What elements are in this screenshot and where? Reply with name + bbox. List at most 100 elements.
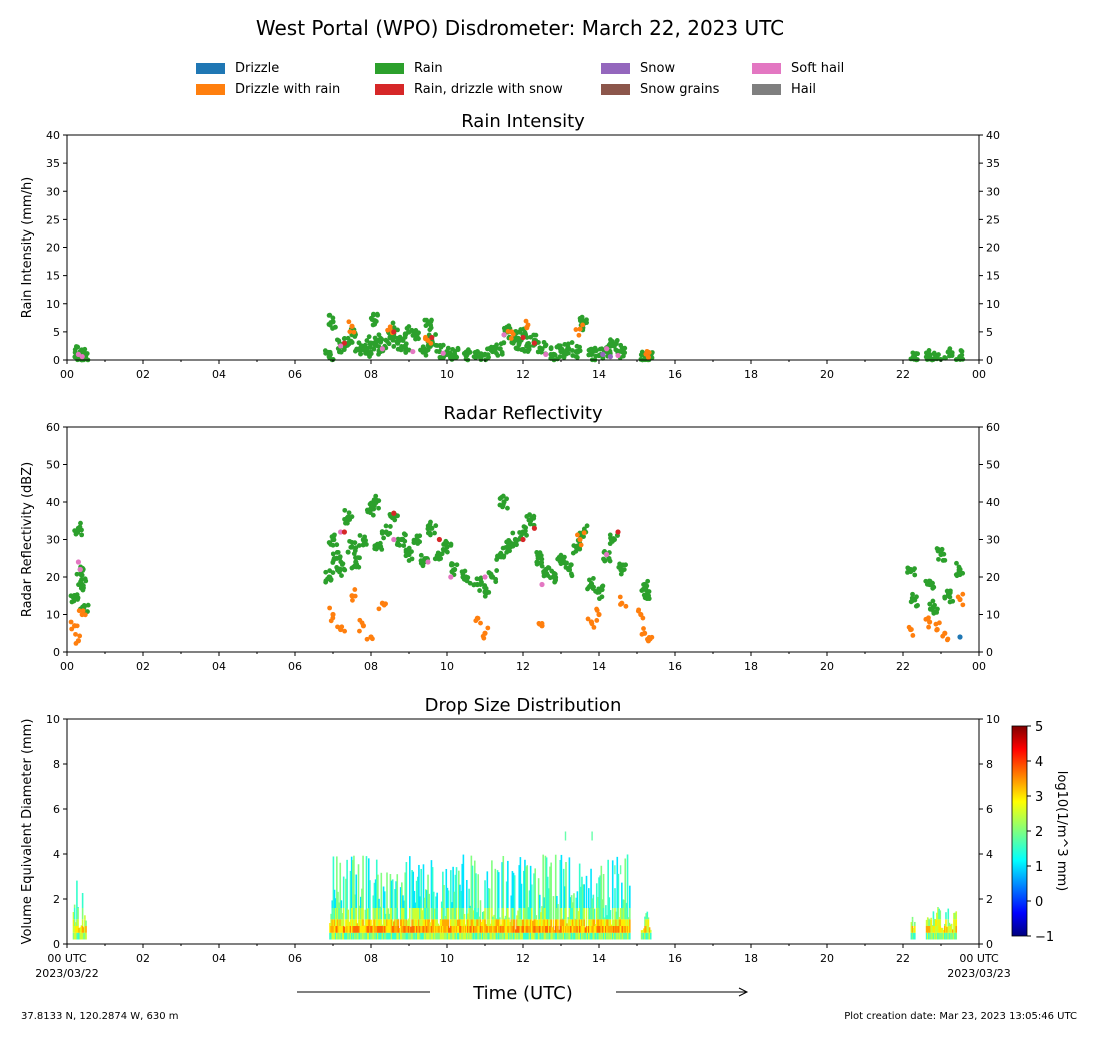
heatmap-cell xyxy=(936,912,938,920)
data-point xyxy=(641,592,647,598)
data-point xyxy=(376,606,382,612)
data-point xyxy=(330,551,336,557)
heatmap-cell xyxy=(489,932,492,940)
heatmap-cell xyxy=(464,932,467,940)
heatmap-cell xyxy=(428,926,430,933)
scatter-points xyxy=(68,493,966,646)
heatmap-cell xyxy=(334,919,337,926)
heatmap-cell xyxy=(589,908,591,920)
heatmap-cell xyxy=(340,900,343,908)
heatmap-cell xyxy=(524,859,526,908)
data-point xyxy=(589,621,595,627)
data-point xyxy=(353,555,358,561)
heatmap-cell xyxy=(446,919,449,926)
heatmap-cell xyxy=(575,908,578,920)
heatmap-cell xyxy=(431,867,434,908)
heatmap-cell xyxy=(388,926,391,933)
data-point xyxy=(498,341,504,347)
heatmap-cell xyxy=(421,910,424,920)
heatmap-cell xyxy=(595,919,598,926)
heatmap-cell xyxy=(594,926,597,933)
data-point xyxy=(354,346,360,352)
heatmap-cell xyxy=(607,908,609,920)
heatmap-cell xyxy=(430,932,433,940)
heatmap-cell xyxy=(437,923,440,926)
heatmap-cell xyxy=(418,908,420,920)
heatmap-cell xyxy=(949,932,952,940)
heatmap-cell xyxy=(485,924,487,926)
y-tick-label: 30 xyxy=(986,185,1000,198)
heatmap-cell xyxy=(444,932,446,940)
heatmap-cell xyxy=(349,870,352,908)
heatmap-cell xyxy=(371,932,373,940)
heatmap-cell xyxy=(340,932,343,940)
heatmap-cell xyxy=(339,926,342,933)
heatmap-cell xyxy=(423,919,426,926)
heatmap-cell xyxy=(385,932,387,940)
heatmap-cell xyxy=(381,926,384,933)
heatmap-cell xyxy=(561,932,564,940)
heatmap-cell xyxy=(528,926,531,933)
heatmap-cell xyxy=(74,922,77,926)
heatmap-cell xyxy=(469,932,472,940)
data-point xyxy=(356,564,362,570)
x-tick-label: 20 xyxy=(820,368,834,381)
heatmap-cell xyxy=(494,908,497,920)
heatmap-cell xyxy=(486,871,489,908)
data-point xyxy=(349,323,355,329)
heatmap-cell xyxy=(627,917,630,920)
heatmap-cell xyxy=(436,908,438,920)
heatmap-cell xyxy=(393,921,395,926)
heatmap-cell xyxy=(358,905,361,908)
heatmap-cell xyxy=(624,926,627,933)
data-point xyxy=(397,542,403,548)
y-tick-label: 35 xyxy=(986,157,1000,170)
heatmap-cell xyxy=(432,891,435,908)
heatmap-cell xyxy=(572,902,574,908)
data-point xyxy=(425,320,431,326)
data-point xyxy=(387,324,393,330)
data-point xyxy=(577,344,582,350)
heatmap-cell xyxy=(395,908,397,920)
heatmap-cell xyxy=(930,917,932,920)
heatmap-cell xyxy=(597,896,599,908)
heatmap-cell xyxy=(396,908,399,920)
heatmap-cell xyxy=(601,926,604,933)
data-point xyxy=(558,561,564,567)
heatmap-cell xyxy=(911,919,914,926)
heatmap-cell xyxy=(389,874,392,908)
heatmap-cell xyxy=(480,921,483,926)
y-tick-label: 30 xyxy=(986,534,1000,547)
heatmap-cell xyxy=(619,926,622,933)
heatmap-cell xyxy=(556,919,558,926)
heatmap-cell xyxy=(598,919,600,926)
heatmap-cell xyxy=(914,932,916,940)
y-tick-label: 40 xyxy=(46,496,60,509)
heatmap-cell xyxy=(494,932,497,940)
heatmap-cell xyxy=(388,932,391,940)
heatmap-cell xyxy=(567,932,570,940)
heatmap-cell xyxy=(536,932,539,940)
heatmap-cell xyxy=(541,926,543,933)
heatmap-cell xyxy=(373,919,376,926)
data-point xyxy=(915,351,921,357)
heatmap-cell xyxy=(439,919,442,926)
heatmap-cell xyxy=(348,932,351,940)
heatmap-cell xyxy=(334,926,337,933)
data-point xyxy=(477,588,483,593)
data-point xyxy=(539,581,545,588)
heatmap-cell xyxy=(438,926,441,933)
heatmap-cell xyxy=(381,924,384,926)
heatmap-cell xyxy=(554,926,557,933)
heatmap-cell xyxy=(616,932,619,940)
heatmap-cell xyxy=(418,864,420,908)
data-point xyxy=(504,496,510,502)
heatmap-cell xyxy=(583,926,586,933)
data-point xyxy=(391,329,397,335)
heatmap-cell xyxy=(409,919,411,926)
heatmap-cell xyxy=(495,926,498,933)
heatmap-cell xyxy=(427,908,429,920)
heatmap-cell xyxy=(346,932,348,940)
heatmap-cell xyxy=(486,926,489,933)
